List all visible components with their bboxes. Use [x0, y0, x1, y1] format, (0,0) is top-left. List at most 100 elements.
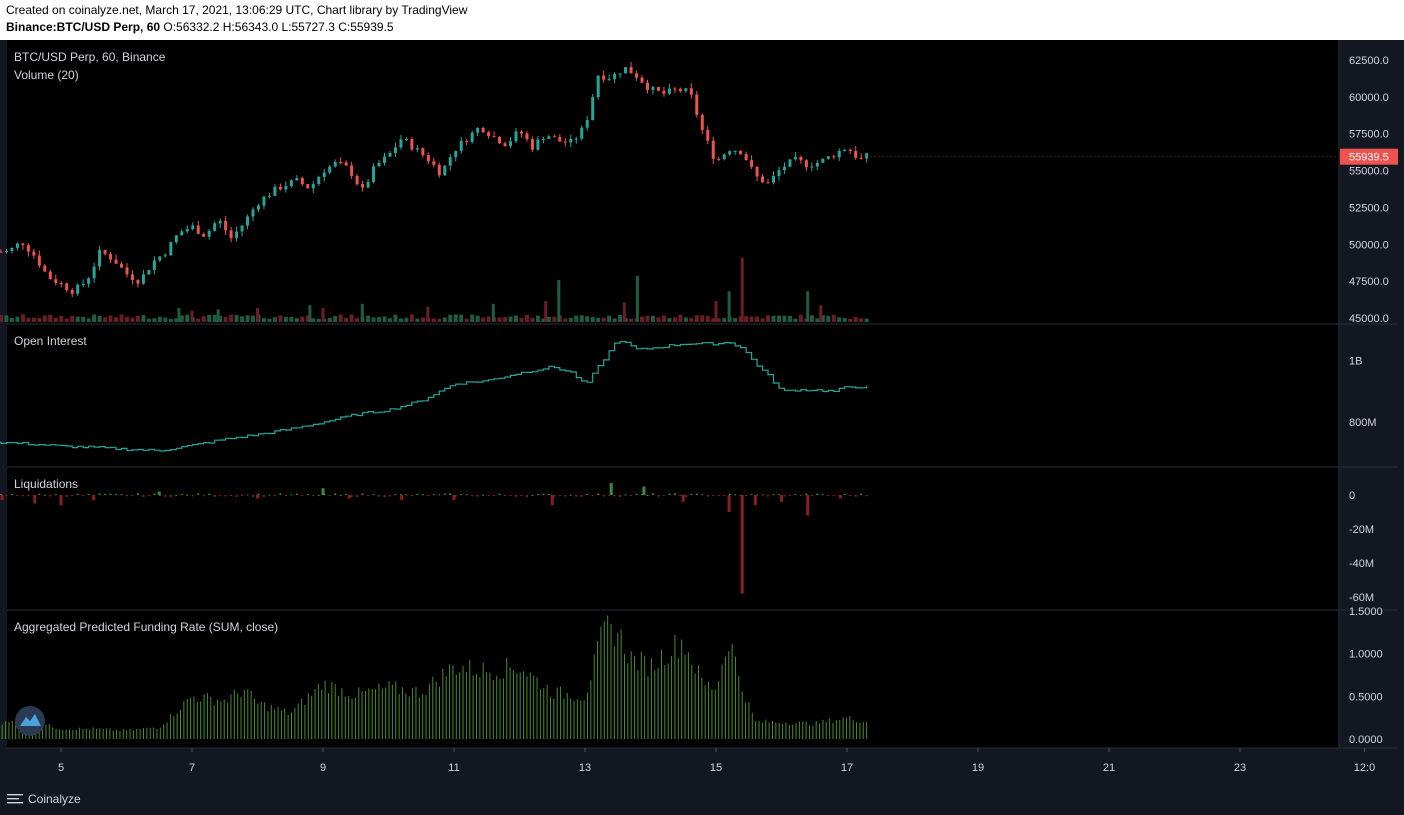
candle	[848, 149, 852, 151]
candle	[10, 247, 14, 251]
volume-spike	[727, 291, 731, 322]
liquidation-bar	[443, 493, 446, 495]
candle	[120, 263, 124, 268]
volume-bar	[437, 318, 442, 322]
volume-bar	[371, 317, 376, 322]
liquidation-spike	[256, 495, 259, 499]
volume-bar	[42, 315, 47, 322]
volume-spike	[190, 310, 194, 322]
candle	[492, 136, 496, 138]
candle	[48, 271, 52, 280]
volume-bar	[26, 317, 31, 322]
volume-bar	[656, 317, 661, 322]
volume-bar	[97, 315, 102, 322]
volume-bar	[546, 316, 551, 322]
volume-bar	[415, 318, 420, 322]
liquidation-bar	[147, 495, 150, 496]
volume-bar	[661, 315, 666, 322]
volume-spike	[256, 308, 259, 322]
liquidation-bar	[860, 493, 863, 495]
liquidation-bar	[613, 495, 616, 497]
volume-bar	[629, 318, 634, 322]
candle	[859, 157, 863, 159]
liquidation-bar	[832, 495, 835, 496]
volume-bar	[722, 318, 727, 322]
volume-bar	[535, 315, 540, 322]
liquidation-bar	[416, 493, 419, 495]
candle	[536, 139, 540, 150]
liquidation-bar	[98, 493, 101, 495]
volume-bar	[700, 315, 705, 322]
candle	[350, 165, 354, 176]
volume-bar	[240, 316, 245, 322]
liquidation-bar	[482, 494, 485, 496]
volume-spike	[622, 302, 626, 322]
volume-bar	[689, 317, 694, 322]
volume-bar	[771, 315, 776, 322]
candle	[81, 283, 85, 285]
candle	[821, 158, 825, 163]
candle	[793, 157, 797, 160]
volume-bar	[168, 318, 173, 322]
volume-spike	[491, 303, 495, 322]
volume-bar	[81, 316, 86, 322]
liquidation-bar	[865, 495, 868, 497]
candle	[777, 170, 781, 176]
volume-bar	[229, 314, 234, 322]
candle	[443, 165, 447, 176]
brand-name: Coinalyze	[28, 792, 81, 806]
price-axis-tick: 52500.0	[1349, 202, 1389, 214]
volume-bar	[733, 318, 738, 322]
candle	[782, 166, 786, 171]
time-axis-tick: 11	[448, 762, 459, 774]
plot-background	[7, 40, 1339, 748]
liquidation-bar	[514, 495, 517, 497]
liquidation-spike	[59, 495, 63, 506]
candle	[591, 97, 595, 121]
liquidation-spike	[321, 488, 325, 495]
liquidation-bar	[378, 495, 381, 497]
liquidation-bar	[125, 495, 128, 497]
candle	[547, 136, 551, 139]
liquidation-bar	[405, 494, 408, 496]
candle	[130, 274, 134, 280]
volume-bar	[798, 314, 803, 322]
menu-icon[interactable]	[7, 793, 25, 807]
candle	[487, 132, 491, 137]
volume-bar	[864, 318, 869, 322]
volume-bar	[787, 315, 792, 322]
candle	[256, 205, 260, 210]
liquidation-bar	[421, 494, 424, 496]
liquidation-bar	[10, 494, 13, 496]
liquidation-bar	[235, 495, 238, 498]
volume-spike	[819, 305, 823, 322]
volume-bar	[820, 315, 825, 322]
candle	[645, 82, 649, 90]
liquidation-bar	[65, 495, 68, 497]
liquidation-bar	[76, 493, 79, 495]
liquidation-bar	[673, 493, 676, 495]
volume-bar	[568, 317, 573, 322]
liquidation-bar	[728, 493, 731, 495]
liquidation-bar	[542, 493, 545, 495]
candle	[125, 267, 129, 275]
candle	[843, 149, 847, 151]
liquidation-bar	[854, 495, 857, 497]
volume-spike	[177, 308, 181, 322]
candle	[410, 139, 414, 150]
volume-bar	[31, 317, 36, 322]
candle	[185, 229, 189, 232]
liquidation-bar	[553, 495, 556, 497]
liquidation-bar	[635, 494, 638, 496]
candle	[306, 184, 310, 189]
volume-bar	[196, 318, 201, 322]
volume-bar	[4, 315, 9, 322]
volume-bar	[541, 318, 546, 322]
candle	[810, 166, 814, 168]
liquidation-bar	[339, 494, 342, 496]
liquidation-bar	[580, 495, 583, 497]
chart-area[interactable]: 62500.0 60000.0 57500.0 55000.0 52500.0 50000…	[0, 40, 1404, 785]
candle	[87, 278, 91, 284]
last-price-label: 55939.5	[1349, 152, 1389, 164]
liquidation-bar	[662, 495, 665, 496]
